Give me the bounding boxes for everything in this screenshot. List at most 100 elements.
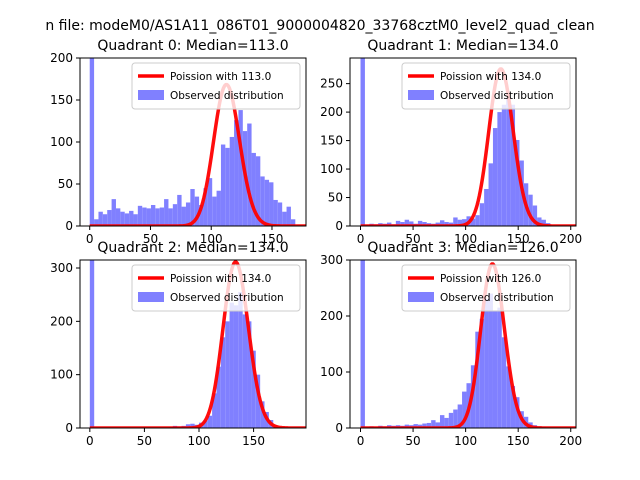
legend-box [401, 264, 571, 312]
legend-poisson-label: Poission with 134.0 [440, 71, 541, 83]
y-tick-label: 0 [65, 219, 73, 233]
x-tick-label: 150 [507, 232, 530, 246]
histogram-bar [159, 207, 165, 226]
histogram-bar [492, 128, 498, 226]
legend-observed-swatch [138, 292, 164, 302]
histogram-bar [409, 221, 414, 226]
legend-poisson-label: Poission with 134.0 [170, 273, 271, 285]
histogram-bar [395, 220, 401, 226]
histogram-bar [541, 219, 546, 226]
x-tick-label: 0 [86, 232, 94, 246]
histogram-bar [255, 374, 261, 428]
histogram-bar [220, 337, 226, 428]
histogram-bar [115, 208, 121, 226]
y-tick-label: 0 [335, 219, 343, 233]
histogram-bar [190, 423, 195, 428]
poisson-curve [359, 67, 576, 226]
x-tick-label: 150 [261, 232, 284, 246]
chart-title: Quadrant 3: Median=126.0 [367, 240, 558, 256]
legend-observed-label: Observed distribution [440, 90, 554, 102]
histogram-bar [164, 199, 169, 226]
histogram-bar [439, 220, 445, 226]
histogram-bar [199, 205, 204, 226]
histogram-bar [413, 424, 418, 428]
y-tick-label: 150 [50, 93, 73, 107]
y-tick-label: 200 [50, 51, 73, 65]
histogram-bar [260, 401, 265, 428]
histogram-bar [225, 147, 230, 226]
histogram-bar [444, 417, 449, 428]
plot-area [89, 260, 306, 428]
poisson-curve [89, 82, 306, 226]
figure-title: n file: modeM0/AS1A11_086T01_9000004820_… [45, 18, 594, 34]
x-tick-label: 100 [200, 232, 223, 246]
histogram-bar [203, 188, 208, 226]
histogram-bar [488, 293, 493, 428]
x-tick-label: 50 [405, 434, 420, 448]
histogram-bar [282, 211, 287, 226]
x-tick-label: 50 [137, 434, 152, 448]
y-tick-label: 0 [335, 421, 343, 435]
poisson-curve [89, 260, 306, 428]
y-tick-label: 200 [50, 314, 73, 328]
y-tick-label: 100 [50, 368, 73, 382]
plot-area [359, 58, 576, 226]
y-tick-label: 50 [328, 191, 343, 205]
histogram-bar [181, 206, 186, 226]
histogram-bar [277, 202, 283, 226]
y-tick-label: 200 [320, 105, 343, 119]
chart-panel-2: 0 50 100 150 0 100 200 300 Quadrant 2: Median=13… [50, 240, 307, 448]
histogram-bar [229, 302, 234, 428]
histogram-bar [89, 58, 95, 226]
histogram-bar [273, 199, 278, 226]
histogram-bar [194, 196, 200, 226]
histogram-bar [439, 415, 445, 428]
histogram-bar [185, 424, 191, 428]
histogram-bar [431, 420, 436, 428]
histogram-bar [492, 310, 498, 428]
histogram-bar [207, 178, 213, 226]
x-tick-label: 150 [242, 434, 265, 448]
histogram-bar [216, 366, 221, 428]
histogram-bar [506, 366, 511, 428]
histogram-bar [102, 214, 108, 226]
histogram-bar [168, 208, 173, 226]
chart-title: Quadrant 1: Median=134.0 [367, 38, 558, 54]
histogram-bar [251, 152, 256, 226]
histogram-bar [260, 176, 265, 226]
histogram-bar [146, 208, 151, 226]
histogram-bar [286, 206, 291, 226]
y-tick-label: 300 [50, 261, 73, 275]
histogram-bar [124, 213, 130, 226]
histogram-bar [242, 314, 248, 428]
legend-observed-label: Observed distribution [440, 292, 554, 304]
legend-observed-swatch [408, 90, 434, 100]
histogram-bar [501, 337, 507, 428]
histogram-bar [120, 211, 125, 226]
histogram-bar [238, 110, 243, 226]
chart-title: Quadrant 2: Median=134.0 [97, 240, 288, 256]
legend-box [401, 62, 571, 110]
histogram-bar [479, 318, 485, 428]
histogram-bar [155, 208, 160, 226]
chart-title: Quadrant 0: Median=113.0 [97, 38, 288, 54]
x-tick-label: 0 [357, 434, 365, 448]
y-tick-label: 200 [320, 309, 343, 323]
histogram-bar [497, 307, 502, 428]
x-tick-label: 100 [454, 434, 477, 448]
histogram-bar [501, 104, 507, 226]
histogram-bar [422, 423, 427, 428]
histogram-bar [532, 205, 538, 226]
histogram-bar [264, 179, 270, 226]
histogram-bar [212, 196, 217, 226]
x-tick-label: 150 [507, 434, 530, 448]
y-tick-label: 100 [320, 162, 343, 176]
y-tick-label: 250 [320, 77, 343, 91]
x-tick-label: 200 [559, 434, 582, 448]
histogram-bar [207, 415, 213, 428]
histogram-bar [479, 203, 485, 226]
histogram-bar [457, 404, 463, 428]
legend-box [131, 264, 301, 312]
histogram-bar [212, 393, 217, 428]
histogram-bar [229, 136, 235, 226]
